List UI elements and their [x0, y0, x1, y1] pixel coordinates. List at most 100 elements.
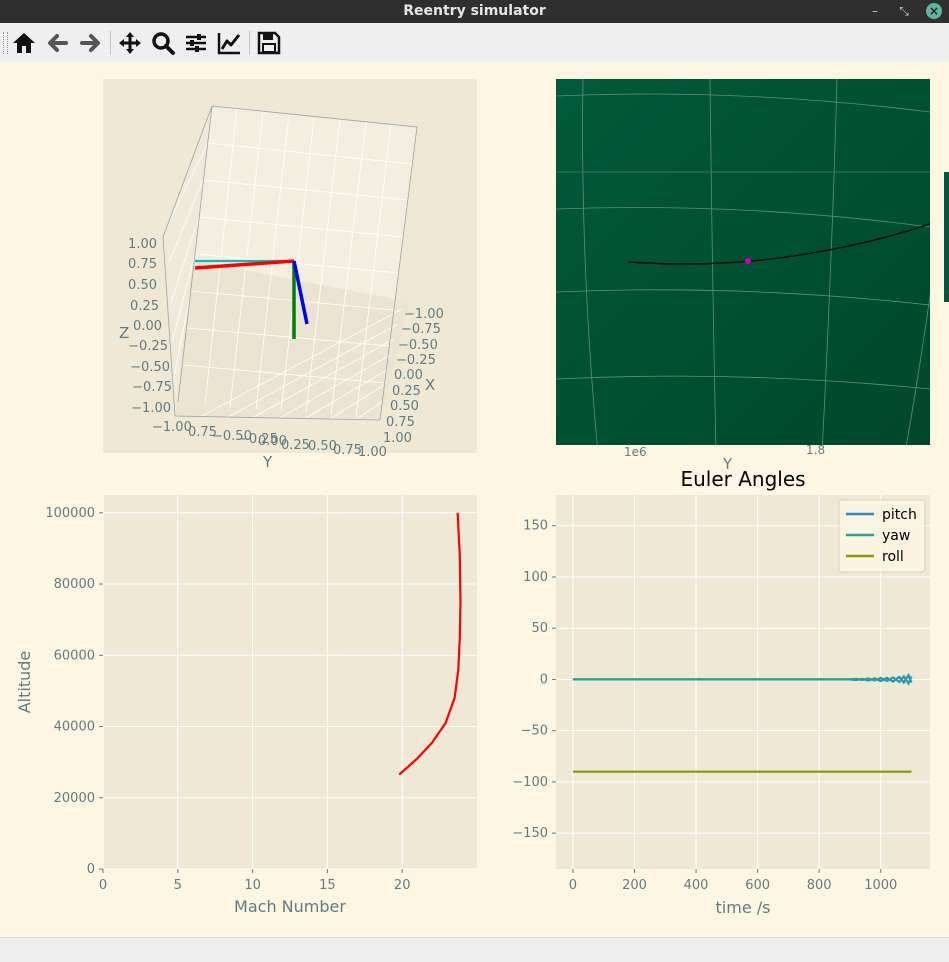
map-graticule	[556, 79, 930, 453]
euler-y-ticks: 150 100 50 0 −50 −100 −150	[512, 519, 556, 841]
zoom-button[interactable]	[149, 29, 177, 57]
euler-angles-chart[interactable]: 0 200 400 600 800 1000 150 100 50 0 −50 −100 −150 E…	[512, 467, 930, 917]
x-tick-label: −0.75	[401, 322, 441, 337]
euler-x-ticks: 0 200 400 600 800 1000	[569, 869, 897, 893]
y-tick-label: 100000	[45, 506, 95, 521]
x-tick-label: 0.00	[394, 368, 423, 383]
z-tick-label: −0.50	[130, 360, 170, 375]
z-tick-label: 0.25	[130, 299, 159, 314]
y-tick-label: 0	[540, 672, 548, 687]
x-tick-label: 15	[319, 878, 336, 893]
y-tick-label: 0.50	[308, 439, 337, 454]
subplots-icon	[186, 34, 206, 52]
forward-button[interactable]	[76, 29, 104, 57]
x-tick-label: 1.00	[383, 431, 412, 446]
y-tick-label: −50	[521, 724, 548, 739]
window-title: Reentry simulator	[403, 3, 546, 19]
y-tick-label: 40000	[54, 720, 95, 735]
altitude-y-ticks: 0 20000 40000 60000 80000 100000	[45, 506, 103, 877]
restore-icon[interactable]: ⤡	[899, 4, 909, 18]
z-tick-label: 0.75	[128, 257, 157, 272]
y-axis-label: Y	[262, 453, 273, 471]
series-line-yaw	[572, 674, 913, 686]
figure-canvas[interactable]: 1.00 0.75 0.50 0.25 0.00 −0.25 −0.50 −0.75 −1.00…	[0, 62, 949, 937]
x-tick-label: 0.75	[386, 415, 415, 430]
euler-chart-title: Euler Angles	[680, 467, 805, 491]
y-tick-label: −1.00	[152, 420, 192, 435]
altitude-grid	[102, 495, 477, 870]
map-background	[556, 79, 930, 453]
x-tick-label: 0	[569, 878, 577, 893]
x-tick-label: 20	[394, 878, 411, 893]
z-tick-label: −0.75	[132, 380, 172, 395]
x-tick-label: 0	[99, 878, 107, 893]
legend-box	[838, 499, 926, 573]
map-tick-label: 1e6	[624, 445, 647, 459]
y-tick-label: 0.75	[188, 425, 217, 440]
close-icon[interactable]: ×	[926, 3, 942, 19]
back-icon	[48, 34, 68, 52]
z-tick-label: −1.00	[131, 401, 171, 416]
figure[interactable]: 1.000.750.500.250.00−0.25−0.50−0.75−1.00…	[0, 62, 949, 937]
y-tick-label: 100	[523, 570, 548, 585]
x-tick-label: −0.50	[398, 338, 438, 353]
x-tick-label: 200	[622, 878, 647, 893]
toolbar-separator	[249, 31, 250, 55]
attitude-3d-axes[interactable]: 1.000.750.500.250.00−0.25−0.50−0.75−1.00…	[103, 79, 477, 471]
toolbar	[0, 23, 949, 63]
y-tick-label: −0.25	[238, 432, 278, 447]
z-tick-label: 0.50	[128, 278, 157, 293]
y-tick-label: −100	[512, 775, 548, 790]
altitude-mach-chart[interactable]: 0 5 10 15 20 0 20000 40000 60000 80000 100000 Mac…	[15, 495, 477, 916]
x-tick-label: 400	[684, 878, 709, 893]
y-tick-label: 20000	[54, 791, 95, 806]
x-axis-label: X	[425, 376, 435, 394]
altitude-y-axis-label: Altitude	[15, 651, 34, 714]
altitude-x-ticks: 0 5 10 15 20	[99, 869, 411, 893]
minimize-icon[interactable]: –	[872, 4, 878, 18]
axes-edit-button[interactable]	[215, 29, 243, 57]
y-tick-label: 1.00	[358, 445, 387, 460]
y-tick-label: −0.50	[212, 429, 252, 444]
map-tick-label: 1.8	[806, 443, 825, 457]
map-x-axis-label: Y	[722, 455, 733, 473]
x-tick-label: 0.50	[390, 399, 419, 414]
z-tick-label: −0.25	[128, 339, 168, 354]
y-tick-label: 50	[531, 621, 548, 636]
x-tick-label: −0.25	[396, 353, 436, 368]
legend-label-roll: roll	[882, 549, 904, 565]
home-button[interactable]	[10, 29, 38, 57]
y-tick-label: −150	[512, 826, 548, 841]
y-tick-label: 80000	[54, 577, 95, 592]
altitude-axes-background	[103, 495, 477, 869]
altitude-mach-line	[398, 512, 462, 776]
y-tick-label: 150	[523, 519, 548, 534]
ground-track-map[interactable]: 1e6 1.8 Y	[555, 79, 949, 473]
y-tick-label: 60000	[54, 648, 95, 663]
x-tick-label: 1000	[864, 878, 897, 893]
euler-x-axis-label: time /s	[716, 898, 771, 917]
attitude-box-edges	[162, 105, 418, 421]
pan-button[interactable]	[116, 29, 144, 57]
back-button[interactable]	[44, 29, 72, 57]
euler-series-lines	[572, 672, 913, 773]
forward-icon	[80, 34, 100, 52]
body-z-axis	[194, 259, 295, 270]
save-button[interactable]	[255, 29, 283, 57]
x-tick-label: 600	[745, 878, 770, 893]
y-tick-label: 0.25	[281, 438, 310, 453]
body-x-axis	[292, 260, 309, 325]
home-icon	[13, 33, 35, 53]
y-tick-label: 0.75	[333, 443, 362, 458]
attitude-tick-labels: 1.000.750.500.250.00−0.25−0.50−0.75−1.00…	[128, 237, 444, 460]
z-axis-label: Z	[119, 324, 129, 342]
legend-label-pitch: pitch	[882, 507, 917, 523]
status-bar	[0, 937, 949, 962]
pan-icon	[119, 32, 141, 54]
x-tick-label: 800	[807, 878, 832, 893]
y-tick-label: 0.00	[258, 434, 287, 449]
euler-legend[interactable]: pitch yaw roll	[838, 499, 926, 573]
toolbar-grip[interactable]	[3, 32, 8, 54]
subplots-button[interactable]	[182, 29, 210, 57]
vehicle-marker	[744, 257, 752, 265]
